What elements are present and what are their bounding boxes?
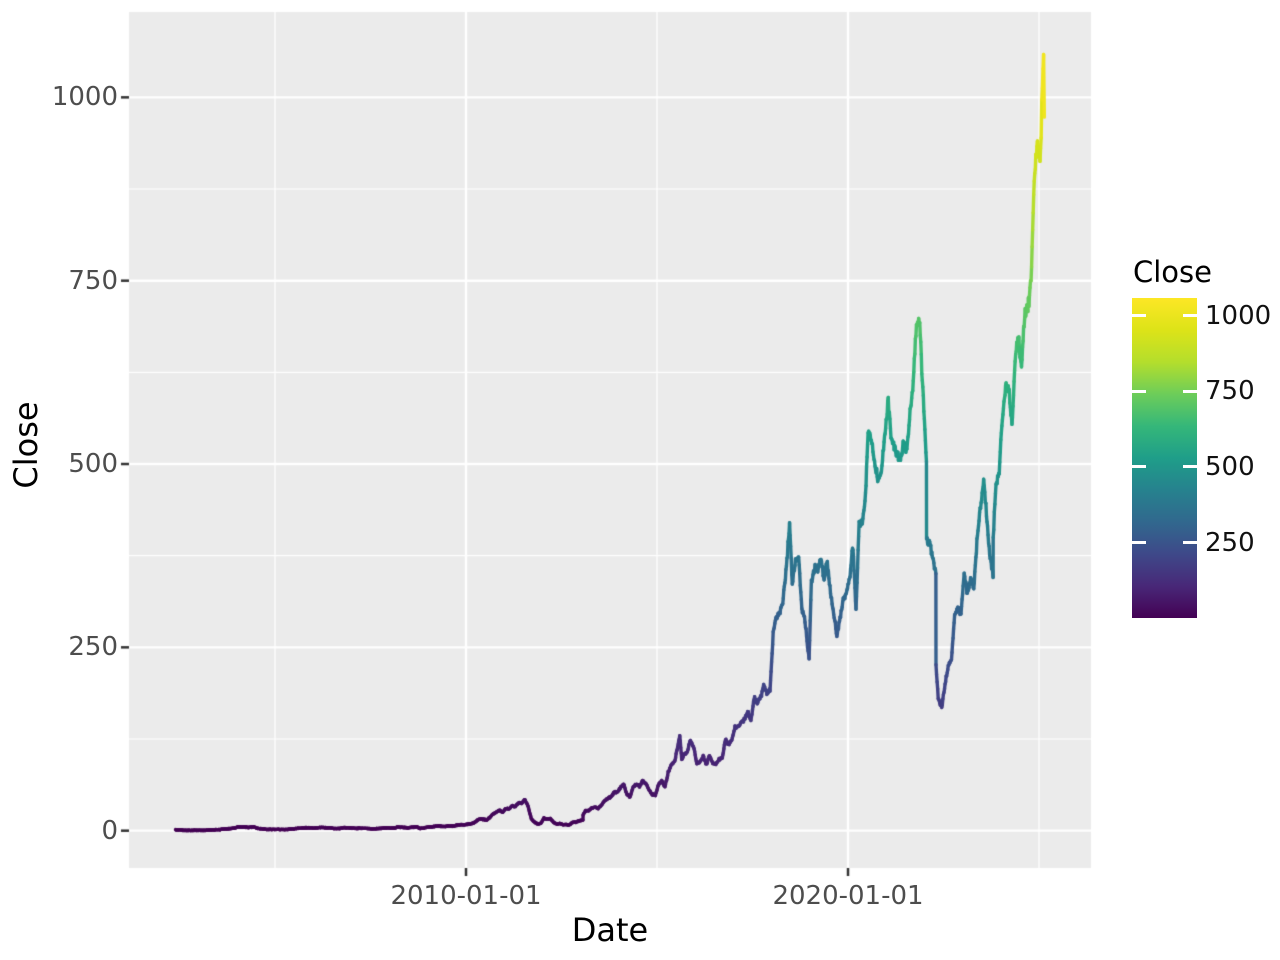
legend-tick-mark (1183, 389, 1197, 393)
legend-tick-label: 500 (1205, 451, 1255, 482)
x-axis-title: Date (571, 911, 649, 949)
legend-tick-mark (1183, 465, 1197, 469)
y-axis-tick-label: 0 (101, 815, 118, 846)
y-axis-tick-label: 1000 (51, 82, 118, 113)
legend: Close 1000 750 500 250 (1120, 250, 1280, 650)
y-axis-tick-label: 750 (68, 265, 118, 296)
y-axis-tick-label: 500 (68, 449, 118, 480)
legend-gradient-bar (1132, 298, 1197, 618)
y-axis-title: Close (7, 401, 45, 489)
legend-tick-mark (1183, 541, 1197, 544)
legend-tick-mark (1183, 314, 1197, 318)
legend-tick-label: 750 (1205, 376, 1255, 407)
legend-tick-mark (1132, 541, 1146, 544)
y-axis-tick-label: 250 (68, 632, 118, 663)
legend-tick-mark (1132, 465, 1146, 469)
legend-title: Close (1133, 255, 1212, 289)
legend-tick-mark (1132, 314, 1146, 318)
x-axis-tick-label: 2020-01-01 (772, 881, 924, 911)
legend-tick-mark (1132, 389, 1146, 393)
legend-tick-label: 250 (1205, 527, 1255, 558)
x-axis-tick-label: 2010-01-01 (390, 881, 542, 911)
legend-tick-label: 1000 (1205, 300, 1272, 331)
